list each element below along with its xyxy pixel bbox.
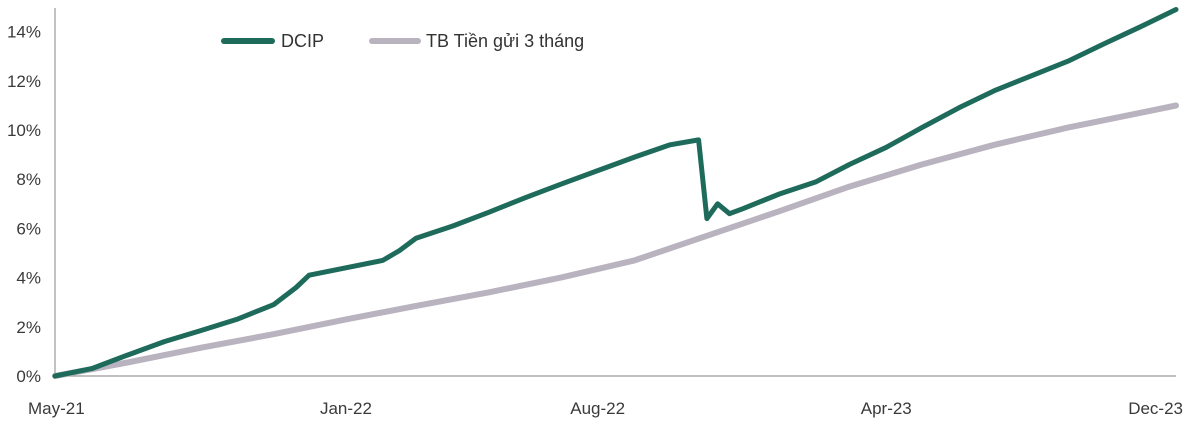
y-tick-label: 8% <box>16 170 41 189</box>
y-tick-label: 2% <box>16 318 41 337</box>
x-tick-label: Apr-23 <box>861 399 912 418</box>
x-tick-label: May-21 <box>28 399 85 418</box>
legend: DCIP TB Tiền gửi 3 tháng <box>221 31 584 51</box>
series-line-dcip <box>52 7 1179 379</box>
axes: 0% 2% 4% 6% 8% 10% 12% 14% May-21 Jan-22 Aug-22 Apr… <box>7 8 1183 418</box>
y-tick-label: 0% <box>16 367 41 386</box>
legend-label: TB Tiền gửi 3 tháng <box>426 31 584 51</box>
y-tick-label: 6% <box>16 219 41 238</box>
series-line-deposit <box>52 102 1179 379</box>
y-tick-label: 14% <box>7 23 41 42</box>
x-tick-label: Jan-22 <box>320 399 372 418</box>
y-tick-label: 12% <box>7 72 41 91</box>
legend-label: DCIP <box>281 31 324 51</box>
y-tick-label: 10% <box>7 121 41 140</box>
y-tick-label: 4% <box>16 269 41 288</box>
x-tick-label: Aug-22 <box>570 399 625 418</box>
series-layer <box>52 7 1179 379</box>
x-tick-label: Dec-23 <box>1128 399 1183 418</box>
